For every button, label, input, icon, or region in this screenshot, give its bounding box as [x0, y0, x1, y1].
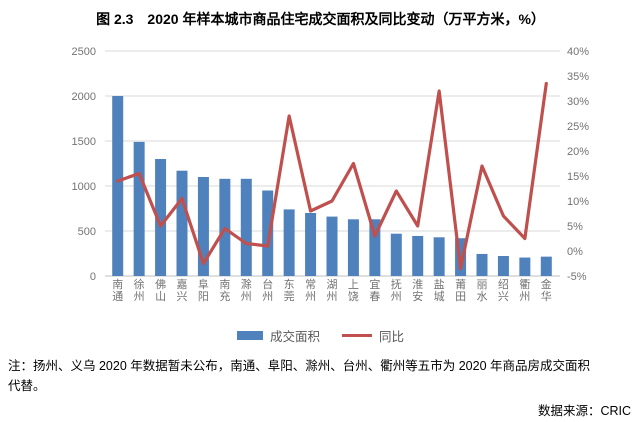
trend-line: [116, 81, 548, 271]
left-axis-tick: 2500: [72, 46, 96, 58]
bar-常州: [305, 213, 317, 276]
line-series-label: 同比: [379, 329, 405, 344]
bar-徐州: [133, 141, 145, 276]
right-axis-tick: 30%: [567, 96, 589, 108]
x-axis-label-湖州: 湖州: [327, 278, 338, 303]
left-axis-tick: 500: [78, 226, 96, 238]
x-axis-label-金华: 金华: [541, 277, 552, 303]
x-axis-label-南充: 南充: [219, 278, 230, 303]
bar-金华: [540, 256, 552, 276]
right-axis-tick: 5%: [567, 221, 583, 233]
line-series-swatch: [342, 333, 372, 337]
bar-南通: [112, 96, 124, 276]
legend-item-line: 同比: [342, 326, 404, 345]
x-axis-label-台州: 台州: [262, 277, 273, 303]
footnote-line-1: 注：扬州、义乌 2020 年数据暂未公布，南通、阜阳、滁州、台州、衢州等五市为 …: [8, 359, 591, 373]
chart-svg: 0 500 1000 1500 2000 2500 -5% 0% 5% 10% 15% 20% 25% 3…: [72, 46, 590, 303]
x-axis-label-盐城: 盐城: [434, 278, 445, 303]
right-axis-tick: 10%: [567, 196, 589, 208]
x-axis-label-阜阳: 阜阳: [198, 278, 209, 303]
right-axis-tick: 0%: [567, 246, 583, 258]
bar-湖州: [326, 216, 338, 276]
bar-淮安: [412, 235, 424, 276]
x-axis-label-常州: 常州: [305, 278, 316, 303]
left-axis-tick: 1500: [72, 136, 96, 148]
x-axis-label-宜春: 宜春: [369, 277, 380, 303]
bar-series-swatch: [236, 330, 263, 340]
left-axis-tick: 2000: [72, 91, 96, 103]
x-axis-label-东莞: 东莞: [284, 278, 295, 303]
x-axis-label-滁州: 滁州: [241, 277, 252, 303]
bar-滁州: [240, 178, 252, 276]
x-axis-label-上饶: 上饶: [348, 278, 359, 303]
x-axis-label-徐州: 徐州: [134, 277, 145, 303]
right-axis-tick: 40%: [567, 46, 589, 58]
bar-抚州: [390, 233, 402, 276]
bar-佛山: [155, 159, 167, 276]
chart-title: 图 2.3 2020 年样本城市商品住宅成交面积及同比变动（万平方米，%）: [96, 11, 545, 27]
right-axis-tick: 20%: [567, 146, 589, 158]
x-axis-label-佛山: 佛山: [155, 278, 166, 303]
right-axis-tick: 35%: [567, 71, 589, 83]
footnote: 注：扬州、义乌 2020 年数据暂未公布，南通、阜阳、滁州、台州、衢州等五市为 …: [8, 356, 636, 396]
x-axis-label-绍兴: 绍兴: [498, 277, 509, 303]
bar-宜春: [369, 219, 381, 276]
bar-绍兴: [497, 256, 509, 276]
x-axis-label-莆田: 莆田: [455, 278, 466, 303]
right-axis-tick: 15%: [567, 171, 589, 183]
right-axis-tick: 25%: [567, 121, 589, 133]
footnote-line-2: 代替。: [8, 379, 46, 393]
bar-衢州: [519, 257, 531, 276]
bar-嘉兴: [176, 170, 188, 276]
bar-盐城: [433, 237, 445, 276]
bar-丽水: [476, 253, 488, 276]
right-axis-tick: -5%: [567, 271, 587, 283]
chart-legend: 成交面积 同比: [0, 326, 641, 345]
x-axis-label-衢州: 衢州: [519, 278, 530, 303]
x-axis-label-南通: 南通: [112, 278, 123, 303]
legend-item-bar: 成交面积: [236, 326, 320, 345]
x-axis-label-嘉兴: 嘉兴: [177, 277, 188, 303]
x-axis-label-抚州: 抚州: [391, 277, 402, 303]
x-axis-label-丽水: 丽水: [477, 279, 488, 303]
bar-东莞: [283, 209, 295, 276]
left-axis-tick: 1000: [72, 181, 96, 193]
bar-阜阳: [197, 177, 209, 276]
bar-上饶: [347, 219, 359, 276]
data-source: 数据来源：CRIC: [537, 404, 631, 418]
left-axis-tick: 0: [90, 271, 96, 283]
bar-台州: [262, 190, 274, 276]
bar-series-label: 成交面积: [269, 329, 320, 344]
x-axis-label-淮安: 淮安: [412, 278, 423, 303]
